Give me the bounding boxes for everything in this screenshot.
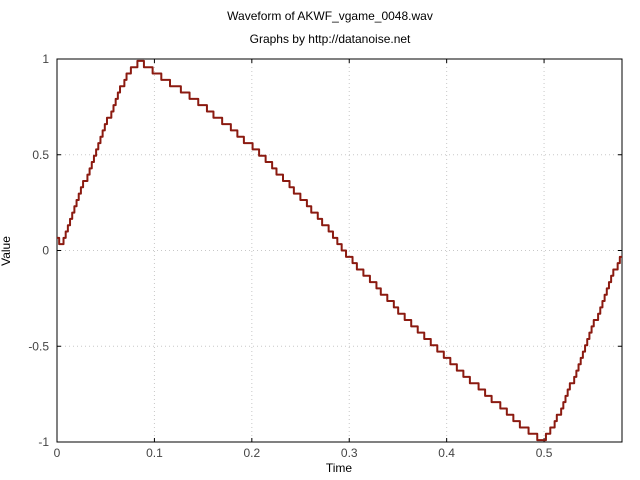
x-tick-label: 0.1 <box>146 446 163 460</box>
y-tick-label: 0.5 <box>32 148 49 162</box>
x-tick-label: 0.3 <box>341 446 358 460</box>
x-tick-label: 0.4 <box>438 446 455 460</box>
chart-subtitle: Graphs by http://datanoise.net <box>250 32 411 46</box>
x-tick-label: 0.2 <box>243 446 260 460</box>
x-tick-label: 0.5 <box>536 446 553 460</box>
axis-ticks <box>56 58 622 443</box>
chart-title: Waveform of AKWF_vgame_0048.wav <box>227 9 433 23</box>
waveform-line <box>57 59 622 442</box>
x-tick-labels: 0 0.1 0.2 0.3 0.4 0.5 <box>54 446 553 460</box>
y-tick-label: 0 <box>42 244 49 258</box>
y-tick-labels: -1 -0.5 0 0.5 1 <box>28 52 49 449</box>
x-axis-label: Time <box>326 461 353 475</box>
grid-lines <box>56 58 622 443</box>
y-tick-label: 1 <box>42 52 49 66</box>
y-tick-label: -0.5 <box>28 339 49 353</box>
y-tick-label: -1 <box>38 435 49 449</box>
y-axis-label: Value <box>0 236 13 266</box>
x-tick-label: 0 <box>54 446 61 460</box>
